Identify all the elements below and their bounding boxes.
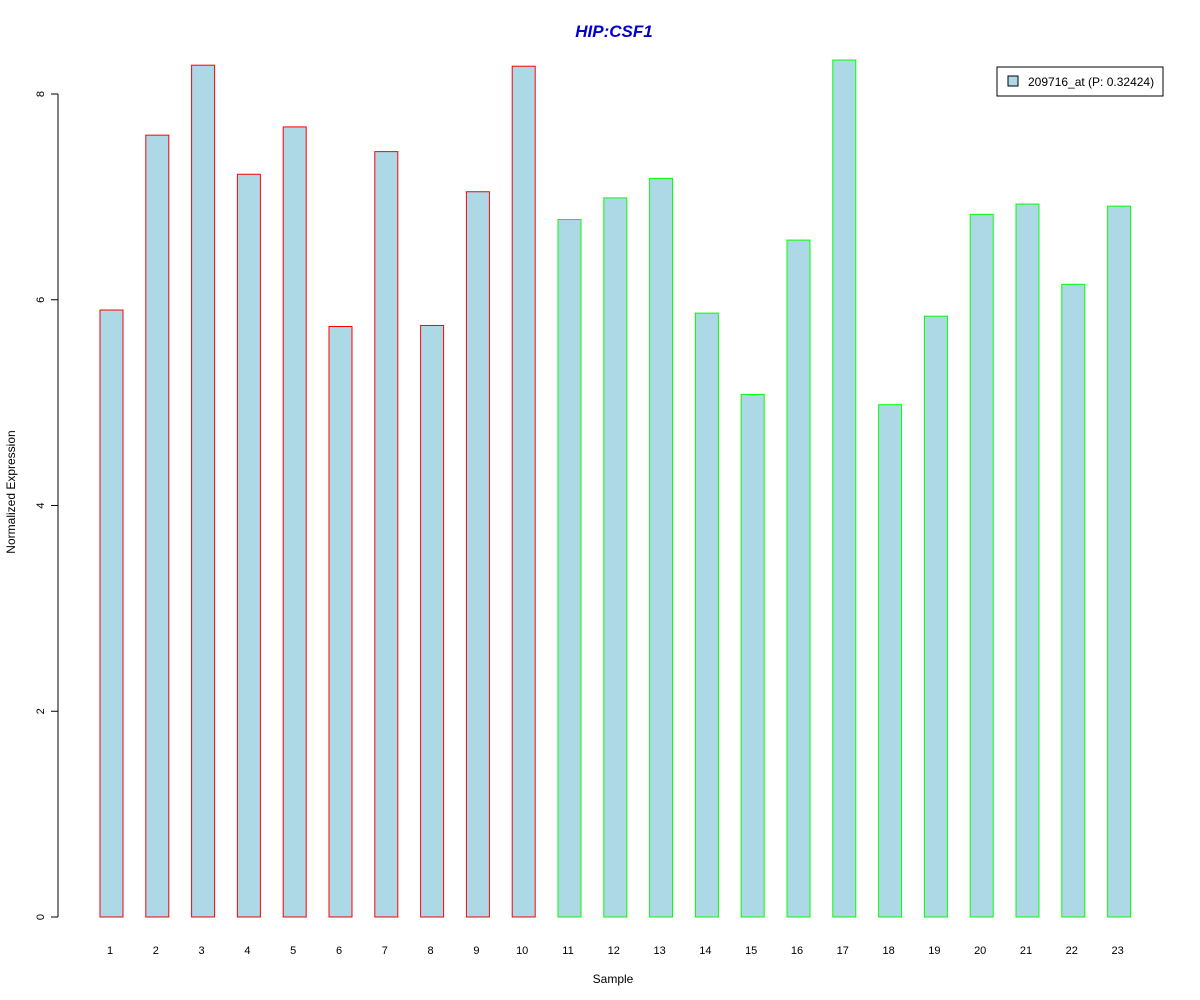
bar-2: [145, 134, 170, 918]
y-tick-label: 0: [35, 914, 47, 920]
y-axis: 0 2 4 6 8: [35, 91, 59, 920]
chart-title: HIP:CSF1: [575, 22, 652, 41]
y-tick-label: 8: [35, 91, 47, 97]
bar-18: [878, 404, 903, 918]
y-tick-label: 2: [35, 708, 47, 714]
bar-5: [282, 126, 307, 918]
bar-19: [923, 315, 948, 918]
legend: 209716_at (P: 0.32424): [996, 66, 1164, 97]
x-tick-label: 2: [153, 945, 159, 957]
bar-22: [1061, 283, 1086, 918]
x-tick-label: 9: [473, 945, 479, 957]
bar-9: [465, 191, 490, 918]
x-tick-label: 6: [336, 945, 342, 957]
x-tick-label: 14: [699, 945, 711, 957]
bar-11: [557, 219, 582, 918]
x-tick-labels: 1 2 3 4 5 6 7 8 9 10 11 12 13 14 15 16 17 18 19 20 21 22 23: [107, 945, 1124, 957]
x-tick-label: 4: [244, 945, 250, 957]
x-tick-label: 8: [428, 945, 434, 957]
legend-label: 209716_at (P: 0.32424): [1028, 75, 1154, 89]
x-tick-label: 17: [837, 945, 849, 957]
y-tick-label: 4: [35, 502, 47, 508]
bar-7: [374, 151, 399, 918]
y-axis-label: Normalized Expression: [4, 430, 18, 553]
x-tick-label: 7: [382, 945, 388, 957]
bar-15: [740, 393, 765, 918]
bar-8: [420, 324, 445, 918]
bar-16: [786, 239, 811, 918]
x-tick-label: 18: [882, 945, 894, 957]
bar-21: [1015, 203, 1040, 918]
bar-17: [832, 59, 857, 918]
x-tick-label: 15: [745, 945, 757, 957]
bar-14: [694, 312, 719, 918]
x-tick-label: 5: [290, 945, 296, 957]
bars-group: [99, 59, 1132, 918]
bar-3: [191, 64, 216, 918]
x-tick-label: 3: [199, 945, 205, 957]
x-tick-label: 13: [653, 945, 665, 957]
bar-10: [511, 65, 536, 918]
bar-4: [236, 173, 261, 918]
x-tick-label: 19: [928, 945, 940, 957]
bar-23: [1107, 205, 1132, 918]
legend-box: [996, 66, 1164, 97]
x-tick-label: 11: [562, 945, 573, 957]
x-tick-label: 12: [608, 945, 620, 957]
bar-12: [603, 197, 628, 918]
legend-swatch: [1007, 75, 1019, 87]
x-tick-label: 22: [1066, 945, 1078, 957]
bar-20: [969, 213, 994, 918]
x-tick-label: 10: [516, 945, 528, 957]
bar-6: [328, 325, 353, 918]
x-axis-label: Sample: [593, 972, 634, 986]
y-tick-label: 6: [35, 297, 47, 303]
x-tick-label: 21: [1020, 945, 1032, 957]
x-tick-label: 1: [107, 945, 113, 957]
bar-13: [649, 177, 674, 918]
x-tick-label: 16: [791, 945, 803, 957]
bar-1: [99, 309, 124, 918]
x-tick-label: 20: [974, 945, 986, 957]
x-tick-label: 23: [1111, 945, 1123, 957]
